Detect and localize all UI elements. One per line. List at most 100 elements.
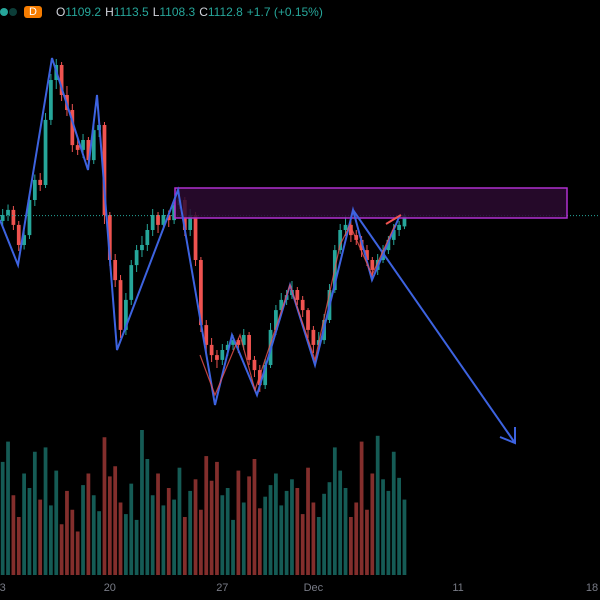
- volume-bar: [231, 519, 235, 575]
- close-label: C: [199, 5, 208, 19]
- zigzag: [0, 57, 401, 406]
- candle-body: [354, 235, 359, 240]
- candle-body: [193, 215, 198, 260]
- volume-bar: [220, 495, 225, 575]
- volume-bar: [365, 509, 369, 575]
- candle-body: [81, 140, 85, 150]
- candle-body: [113, 260, 118, 281]
- x-tick-label: 3: [0, 582, 6, 594]
- volume-bar: [156, 473, 160, 575]
- candle-body: [6, 209, 10, 215]
- volume-bar: [129, 483, 134, 575]
- volume-bar: [81, 485, 85, 575]
- candle-body: [129, 265, 134, 300]
- candle-body: [75, 145, 80, 150]
- candle-body: [43, 119, 48, 185]
- volume-bar: [300, 514, 305, 575]
- volume-bar: [43, 447, 48, 575]
- volume-bar: [241, 502, 246, 575]
- volume-bar: [27, 488, 32, 575]
- volume-bar: [177, 467, 182, 575]
- volume-bar: [397, 477, 401, 575]
- volume-bar: [140, 430, 144, 575]
- interval[interactable]: D: [24, 6, 42, 18]
- candle-body: [150, 215, 155, 230]
- candle-body: [91, 130, 96, 161]
- volume-bar: [199, 509, 203, 575]
- volume-bar: [225, 488, 230, 575]
- volume-bar: [102, 437, 107, 575]
- high-value: 1113.5: [113, 5, 149, 19]
- volume-bar: [193, 479, 198, 575]
- volume-bar: [16, 517, 21, 575]
- candle-body: [402, 215, 407, 227]
- candle-body: [215, 355, 219, 360]
- volume-bar: [332, 447, 337, 575]
- change: +1.7 (+0.15%): [246, 5, 323, 19]
- volume-bar: [402, 499, 407, 575]
- volume-bar: [215, 461, 219, 575]
- candle-body: [338, 230, 343, 251]
- candle-body: [156, 215, 160, 225]
- candle-body: [343, 224, 348, 230]
- candle-body: [365, 250, 369, 260]
- candle-body: [257, 370, 262, 386]
- candle-body: [172, 205, 176, 221]
- candle-body: [124, 299, 128, 330]
- candle-body: [279, 299, 284, 311]
- volume-bar: [91, 495, 96, 575]
- candle-body: [199, 260, 203, 326]
- candle-body: [22, 235, 26, 245]
- candle-body: [274, 310, 278, 330]
- candle-body: [391, 230, 396, 240]
- volume-bar: [343, 488, 348, 575]
- candle-body: [145, 230, 150, 245]
- volume-bar: [381, 479, 385, 575]
- volume-bar: [268, 485, 273, 575]
- volume-bar: [209, 480, 214, 575]
- volume-bar: [252, 459, 257, 575]
- volume-bar: [75, 531, 80, 575]
- candle-body: [231, 340, 235, 345]
- volume-bar: [349, 517, 353, 575]
- legend: D O 1109.2 H 1113.5 L 1108.3 C 1112.8 +1.7 (…: [0, 2, 327, 22]
- low-label: L: [152, 5, 160, 19]
- candle-body: [300, 299, 305, 311]
- volume-bar: [113, 466, 118, 575]
- candle-body: [107, 215, 112, 260]
- volume-bar: [359, 441, 364, 575]
- candle-body: [16, 224, 21, 245]
- candle-body: [134, 250, 139, 266]
- x-tick-label: 18: [586, 582, 598, 594]
- candle-body: [49, 80, 53, 120]
- candle-body: [295, 290, 300, 300]
- arrow-head: [499, 427, 516, 445]
- volume-bar: [124, 514, 128, 575]
- volume-bar: [279, 505, 284, 575]
- candle-body: [38, 179, 43, 185]
- volume-bar: [188, 490, 193, 575]
- volume-bar: [22, 473, 26, 575]
- volume-bar: [327, 482, 332, 575]
- candle-body: [118, 280, 123, 330]
- open-label: O: [55, 5, 66, 19]
- candle-body: [102, 125, 107, 215]
- projection-arrow: [352, 209, 516, 444]
- volume-bar: [86, 473, 91, 575]
- candle-body: [209, 344, 214, 356]
- volume-bar: [204, 456, 209, 575]
- candle-body: [140, 245, 144, 251]
- volume-bar: [322, 493, 326, 575]
- volume-bar: [263, 496, 268, 575]
- candle-body: [59, 65, 64, 95]
- x-tick-label: 20: [104, 582, 116, 594]
- volume-bar: [338, 470, 343, 575]
- low-value: 1108.3: [159, 5, 196, 19]
- volume-bar: [49, 505, 53, 575]
- drawings: [0, 57, 568, 445]
- candle-body: [241, 335, 246, 345]
- volume-bar: [370, 473, 375, 575]
- candle-body: [161, 215, 166, 225]
- volume-bar: [0, 461, 5, 575]
